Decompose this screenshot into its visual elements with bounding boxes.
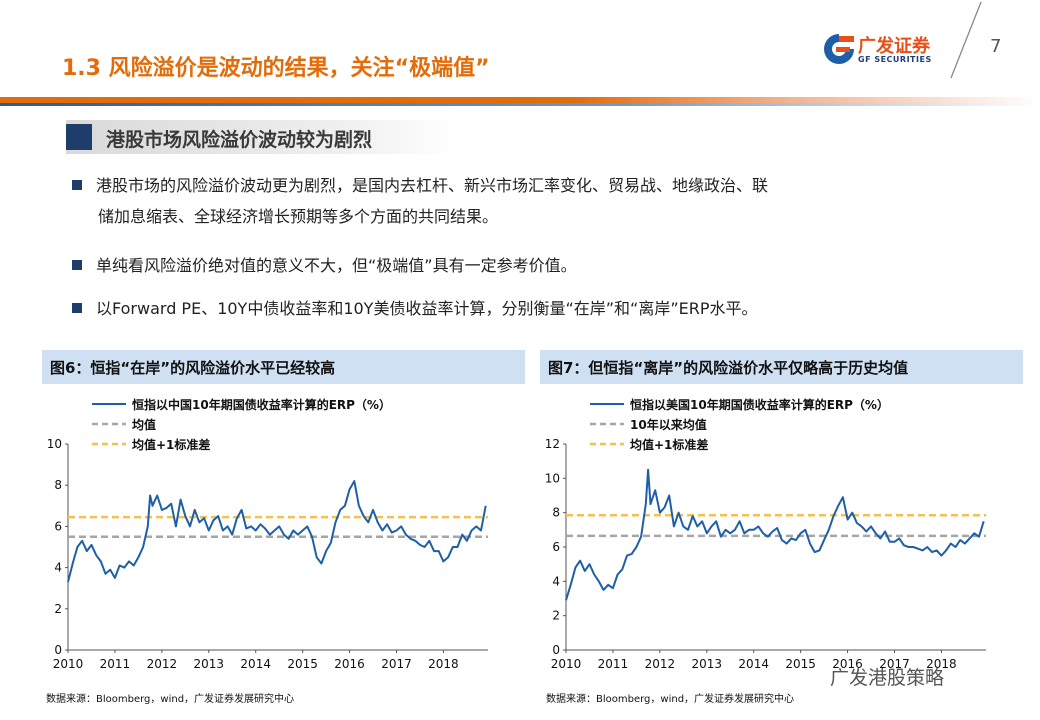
- legend-label: 恒指以美国10年期国债收益率计算的ERP（%）: [630, 397, 889, 412]
- x-tick-label: 2015: [785, 657, 816, 671]
- bullet-square-icon: [72, 259, 82, 270]
- gf-securities-logo: 广发证券 GF SECURITIES: [822, 30, 952, 70]
- x-tick-label: 2011: [598, 657, 629, 671]
- chart-title: 图7：但恒指“离岸”的风险溢价水平仅略高于历史均值: [548, 359, 909, 377]
- legend-label: 恒指以中国10年期国债收益率计算的ERP（%）: [132, 397, 391, 412]
- chart-title-bar: 图6：恒指“在岸”的风险溢价水平已经较高: [42, 350, 525, 384]
- y-tick-label: 2: [54, 602, 62, 616]
- data-source-note: 数据来源：Bloomberg，wind，广发证券发展研究中心: [46, 694, 295, 705]
- x-tick-label: 2017: [381, 657, 412, 671]
- y-tick-label: 10: [47, 437, 62, 451]
- chart-title: 图6：恒指“在岸”的风险溢价水平已经较高: [50, 359, 336, 377]
- bullet-continuation: 储加息缩表、全球经济增长预期等多个方面的共同结果。: [98, 201, 498, 232]
- x-tick-label: 2014: [240, 657, 271, 671]
- y-tick-label: 6: [552, 540, 560, 554]
- y-tick-label: 12: [545, 437, 560, 451]
- y-tick-label: 8: [552, 506, 560, 520]
- wechat-watermark: 广发港股策略: [830, 667, 945, 689]
- bullet-text: 以Forward PE、10Y中债收益率和10Y美债收益率计算，分别衡量“在岸”…: [96, 299, 758, 318]
- x-tick-label: 2012: [147, 657, 178, 671]
- bullet-text: 储加息缩表、全球经济增长预期等多个方面的共同结果。: [98, 207, 499, 226]
- header-divider: [0, 97, 1040, 103]
- erp-series-line: [565, 468, 985, 601]
- chart-panel-onshore: 图6：恒指“在岸”的风险溢价水平已经较高 恒指以中国10年期国债收益率计算的ER…: [42, 350, 525, 690]
- y-tick-label: 2: [552, 609, 560, 623]
- header-slash-decoration: [950, 1, 982, 79]
- x-tick-label: 2012: [645, 657, 676, 671]
- y-tick-label: 4: [552, 574, 560, 588]
- chart-title-bar: 图7：但恒指“离岸”的风险溢价水平仅略高于历史均值: [540, 350, 1023, 384]
- bullet-text: 港股市场的风险溢价波动更为剧烈，是国内去杠杆、新兴市场汇率变化、贸易战、地缘政治…: [96, 176, 769, 195]
- bullet-item: 以Forward PE、10Y中债收益率和10Y美债收益率计算，分别衡量“在岸”…: [72, 293, 758, 324]
- header-divider-blue: [0, 103, 1040, 106]
- x-tick-label: 2010: [551, 657, 582, 671]
- page-title: 1.3 风险溢价是波动的结果，关注“极端值”: [62, 56, 490, 81]
- logo-chinese-text: 广发证券: [858, 36, 930, 57]
- x-tick-label: 2013: [194, 657, 225, 671]
- x-tick-label: 2010: [53, 657, 84, 671]
- x-tick-label: 2011: [100, 657, 131, 671]
- legend-label: 10年以来均值: [630, 417, 707, 432]
- x-tick-label: 2015: [287, 657, 318, 671]
- data-source-note: 数据来源：Bloomberg，wind，广发证券发展研究中心: [546, 694, 795, 705]
- y-tick-label: 6: [54, 519, 62, 533]
- legend-label: 均值: [132, 417, 156, 432]
- page-number: 7: [990, 36, 1002, 57]
- legend-label: 均值+1标准差: [132, 437, 210, 452]
- y-tick-label: 4: [54, 561, 62, 575]
- bullet-item: 港股市场的风险溢价波动更为剧烈，是国内去杠杆、新兴市场汇率变化、贸易战、地缘政治…: [72, 170, 768, 201]
- bullet-text: 单纯看风险溢价绝对值的意义不大，但“极端值”具有一定参考价值。: [96, 256, 577, 275]
- gf-logo-icon: [824, 34, 854, 64]
- x-tick-label: 2016: [832, 657, 863, 671]
- y-tick-label: 0: [552, 643, 560, 657]
- legend-label: 均值+1标准差: [630, 437, 708, 452]
- erp-series-line: [67, 480, 487, 583]
- x-tick-label: 2018: [428, 657, 459, 671]
- logo-english-text: GF SECURITIES: [858, 55, 932, 64]
- bullet-item: 单纯看风险溢价绝对值的意义不大，但“极端值”具有一定参考价值。: [72, 250, 577, 281]
- x-tick-label: 2014: [738, 657, 769, 671]
- y-tick-label: 10: [545, 471, 560, 485]
- y-tick-label: 0: [54, 643, 62, 657]
- bullet-square-icon: [72, 179, 82, 190]
- section-heading-bar: [66, 120, 456, 154]
- y-tick-label: 8: [54, 478, 62, 492]
- x-tick-label: 2018: [926, 657, 957, 671]
- x-tick-label: 2017: [879, 657, 910, 671]
- chart-panel-offshore: 图7：但恒指“离岸”的风险溢价水平仅略高于历史均值 恒指以美国10年期国债收益率…: [540, 350, 1023, 690]
- x-tick-label: 2013: [692, 657, 723, 671]
- section-square-icon: [66, 124, 92, 150]
- x-tick-label: 2016: [334, 657, 365, 671]
- section-heading: 港股市场风险溢价波动较为剧烈: [106, 129, 373, 151]
- bullet-square-icon: [72, 302, 82, 313]
